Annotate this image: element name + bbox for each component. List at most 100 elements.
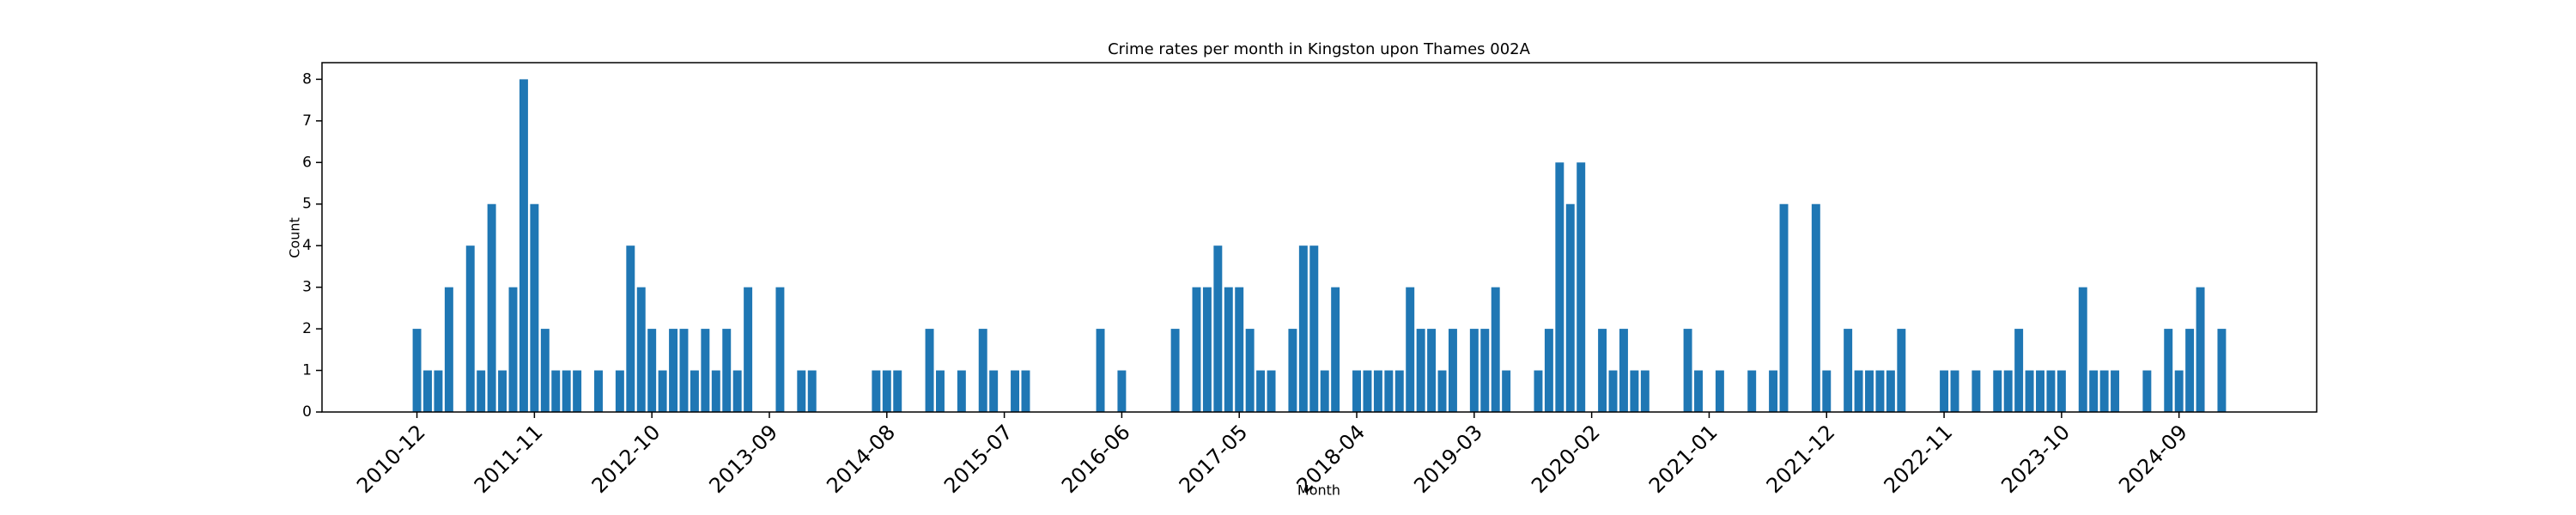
- bar: [1224, 287, 1233, 412]
- bar: [893, 370, 902, 412]
- bar: [1021, 370, 1030, 412]
- bar: [423, 370, 432, 412]
- bar: [1577, 162, 1586, 413]
- bar: [1480, 329, 1490, 412]
- bar: [1427, 329, 1437, 412]
- bar: [1213, 245, 1223, 412]
- bar: [1416, 329, 1425, 412]
- x-tick-label: 2014-08: [822, 420, 900, 498]
- bar: [1192, 287, 1201, 412]
- bar: [1555, 162, 1564, 413]
- bar: [1170, 329, 1180, 412]
- bar: [626, 245, 635, 412]
- y-tick-label: 5: [302, 196, 312, 213]
- bar: [2164, 329, 2173, 412]
- bar: [1897, 329, 1906, 412]
- bar: [1875, 370, 1885, 412]
- bar: [1608, 370, 1618, 412]
- bar: [465, 245, 475, 412]
- bar: [1320, 370, 1329, 412]
- bar: [669, 329, 678, 412]
- bar: [1502, 370, 1511, 412]
- x-tick-label: 2011-11: [470, 420, 548, 498]
- bar: [658, 370, 667, 412]
- bar: [1598, 329, 1607, 412]
- bar: [2217, 329, 2227, 412]
- bar: [936, 370, 945, 412]
- y-tick-label: 7: [302, 112, 312, 130]
- x-axis-label: Month: [1297, 482, 1340, 499]
- bar: [1779, 203, 1789, 412]
- bar: [434, 370, 443, 412]
- bar: [1865, 370, 1874, 412]
- bar: [1331, 287, 1340, 412]
- bar: [925, 329, 934, 412]
- x-tick-label: 2013-09: [704, 420, 782, 498]
- bar: [2185, 329, 2195, 412]
- x-tick-label: 2012-10: [587, 420, 665, 498]
- bar: [2078, 287, 2087, 412]
- x-tick-label: 2017-05: [1175, 420, 1253, 498]
- bar: [744, 287, 753, 412]
- bar: [1534, 370, 1543, 412]
- bar: [1267, 370, 1276, 412]
- x-tick-label: 2022-11: [1880, 420, 1958, 498]
- bar: [1288, 329, 1297, 412]
- x-tick-label: 2021-01: [1644, 420, 1722, 498]
- bar: [2003, 370, 2013, 412]
- bar: [1352, 370, 1362, 412]
- bar: [1373, 370, 1382, 412]
- bar: [1769, 370, 1778, 412]
- bar: [636, 287, 646, 412]
- y-tick-label: 1: [302, 362, 312, 379]
- bar: [1715, 370, 1724, 412]
- bar: [1544, 329, 1553, 412]
- bar: [1694, 370, 1703, 412]
- bar: [1235, 287, 1244, 412]
- bar: [2046, 370, 2056, 412]
- bar: [775, 287, 785, 412]
- bar: [1630, 370, 1639, 412]
- x-tick-label: 2024-09: [2114, 420, 2192, 498]
- bar: [1619, 329, 1628, 412]
- bar: [2036, 370, 2044, 412]
- bar: [1683, 329, 1692, 412]
- bar: [487, 203, 496, 412]
- bar: [540, 329, 550, 412]
- bar: [594, 370, 603, 412]
- bar: [2142, 370, 2152, 412]
- x-tick-label: 2016-06: [1057, 420, 1135, 498]
- bar: [573, 370, 582, 412]
- bar: [519, 79, 528, 412]
- bar: [477, 370, 486, 412]
- bar: [1256, 370, 1266, 412]
- bar: [2057, 370, 2066, 412]
- bar: [498, 370, 507, 412]
- bar: [2025, 370, 2034, 412]
- bar: [1950, 370, 1959, 412]
- bar: [1394, 370, 1404, 412]
- bar: [1202, 287, 1212, 412]
- bar: [679, 329, 689, 412]
- bar: [1993, 370, 2002, 412]
- bar: [2099, 370, 2109, 412]
- bar: [872, 370, 881, 412]
- y-tick-label: 2: [302, 320, 312, 337]
- x-tick-label: 2020-02: [1527, 420, 1605, 498]
- bar: [530, 203, 539, 412]
- bar: [562, 370, 571, 412]
- y-tick-label: 4: [302, 237, 312, 254]
- bar: [2014, 329, 2024, 412]
- y-axis-label: Count: [287, 217, 303, 258]
- bar: [1245, 329, 1255, 412]
- bar: [1747, 370, 1757, 412]
- x-tick-label: 2023-10: [1996, 420, 2075, 498]
- bar: [1640, 370, 1649, 412]
- bar: [711, 370, 720, 412]
- bar: [1298, 245, 1308, 412]
- bar: [882, 370, 891, 412]
- bar: [1822, 370, 1832, 412]
- bar: [1363, 370, 1372, 412]
- y-tick-label: 6: [302, 154, 312, 171]
